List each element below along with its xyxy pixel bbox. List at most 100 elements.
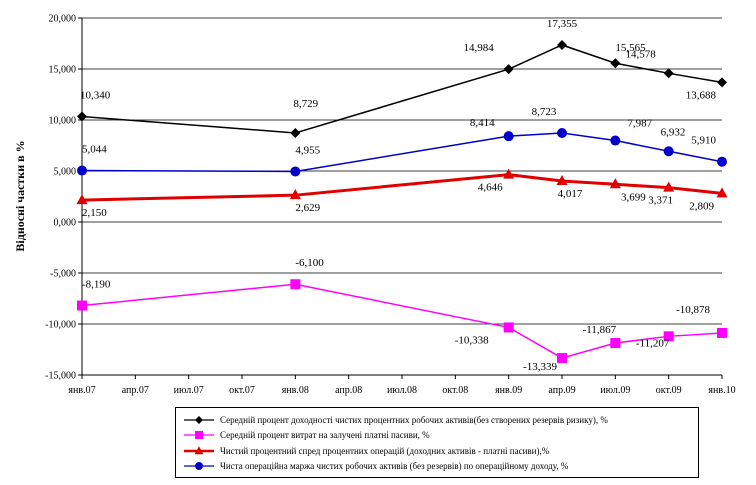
data-label: -13,339 xyxy=(523,361,557,373)
data-label: 6,932 xyxy=(661,126,686,138)
data-point-marker xyxy=(290,279,301,290)
legend-item: Середній процент витрат на залучені плат… xyxy=(184,428,692,444)
y-tick-label: -15,000 xyxy=(45,371,76,382)
data-point-marker xyxy=(557,128,567,139)
legend: Середній процент доходності чистих проце… xyxy=(175,407,699,478)
data-point-marker xyxy=(503,322,514,333)
x-tick-label: окт.09 xyxy=(656,385,682,396)
x-tick-label: янв.10 xyxy=(708,385,735,396)
data-label: 8,723 xyxy=(532,106,557,118)
data-label: 2,809 xyxy=(689,200,714,212)
data-label: 8,729 xyxy=(293,98,318,110)
data-point-marker xyxy=(195,462,203,471)
x-tick-label: июл.09 xyxy=(600,385,630,396)
data-point-marker xyxy=(557,39,567,50)
data-point-marker xyxy=(663,331,674,342)
y-tick-label: -10,000 xyxy=(45,320,76,331)
series-line xyxy=(81,132,723,173)
y-tick-label: 0,000 xyxy=(54,218,77,229)
data-label: 7,987 xyxy=(627,118,652,130)
data-point-marker xyxy=(610,135,621,146)
data-label: -10,338 xyxy=(455,334,489,346)
data-label: 8,414 xyxy=(470,117,495,129)
data-point-marker xyxy=(663,68,674,79)
data-point-marker xyxy=(663,146,674,157)
data-label: 5,044 xyxy=(82,144,107,156)
data-label: 17,355 xyxy=(547,18,578,30)
data-label: 3,371 xyxy=(648,195,673,207)
data-point-marker xyxy=(717,327,727,338)
data-label: 13,688 xyxy=(686,89,717,101)
legend-symbol xyxy=(184,431,214,440)
legend-item: Чиста операційна маржа чистих робочих ак… xyxy=(184,459,692,475)
x-tick-label: окт.07 xyxy=(229,385,255,396)
data-label: 14,578 xyxy=(626,48,657,60)
data-point-marker xyxy=(290,166,301,177)
y-tick-label: 5,000 xyxy=(54,167,77,178)
data-point-marker xyxy=(194,445,204,454)
y-tick-label: 20,000 xyxy=(49,14,77,25)
data-point-marker xyxy=(610,338,621,349)
data-label: -10,878 xyxy=(676,304,710,316)
data-point-marker xyxy=(290,127,301,138)
series-layer xyxy=(76,39,728,364)
data-point-marker xyxy=(503,131,514,142)
legend-symbol xyxy=(184,462,214,471)
data-label: 10,340 xyxy=(80,90,111,102)
y-tick-label: 10,000 xyxy=(49,116,77,127)
data-point-marker xyxy=(716,187,728,198)
data-point-marker xyxy=(663,181,675,192)
data-label: 2,629 xyxy=(295,202,320,214)
legend-symbol xyxy=(184,445,214,454)
y-tick-label: 15,000 xyxy=(49,65,77,76)
y-axis-title: Відносні частки в % xyxy=(13,140,27,251)
legend-item: Чистий процентний спред процентних опера… xyxy=(184,443,692,459)
data-point-marker xyxy=(557,353,567,364)
data-point-marker xyxy=(717,77,727,88)
data-point-marker xyxy=(289,189,301,200)
data-label: -11,207 xyxy=(636,337,670,349)
data-point-marker xyxy=(610,58,621,69)
data-point-marker xyxy=(609,178,621,189)
legend-label: Середній процент доходності чистих проце… xyxy=(220,414,608,425)
data-point-marker xyxy=(77,111,87,122)
x-tick-label: апр.07 xyxy=(122,385,149,396)
legend-label: Середній процент витрат на залучені плат… xyxy=(220,430,430,441)
legend-symbol xyxy=(184,415,214,424)
data-label: 2,150 xyxy=(82,207,107,219)
legend-label: Чиста операційна маржа чистих робочих ак… xyxy=(220,461,569,472)
x-tick-label: янв.09 xyxy=(495,385,522,396)
data-point-marker xyxy=(195,415,203,424)
x-tick-label: июл.07 xyxy=(174,385,204,396)
data-point-marker xyxy=(77,165,87,176)
data-label: 15,565 xyxy=(615,42,646,54)
data-point-marker xyxy=(76,194,88,205)
data-point-marker xyxy=(717,156,727,167)
legend-label: Чистий процентний спред процентних опера… xyxy=(220,445,550,456)
x-tick-label: янв.07 xyxy=(68,385,95,396)
data-point-marker xyxy=(195,431,203,440)
data-label: 5,910 xyxy=(691,135,716,147)
x-tick-label: апр.09 xyxy=(548,385,575,396)
data-point-marker xyxy=(77,300,87,311)
data-label: 3,699 xyxy=(621,191,646,203)
data-label: 4,017 xyxy=(558,188,583,200)
x-tick-label: июл.08 xyxy=(387,385,417,396)
legend-item: Середній процент доходності чистих проце… xyxy=(184,412,692,428)
x-tick-label: янв.08 xyxy=(282,385,309,396)
data-point-marker xyxy=(503,168,515,179)
y-tick-label: -5,000 xyxy=(50,269,76,280)
data-label: -8,190 xyxy=(82,279,111,291)
y-tick-labels: 20,000 15,000 10,000 5,000 0,000 -5,000 -10,00… xyxy=(45,14,76,382)
data-label: 4,955 xyxy=(295,144,320,156)
data-point-marker xyxy=(556,175,568,186)
x-tick-label: окт.08 xyxy=(442,385,468,396)
x-tick-label: апр.08 xyxy=(335,385,362,396)
data-label: -11,867 xyxy=(583,324,617,336)
x-tick-labels: янв.07 апр.07 июл.07 окт.07 янв.08 апр.08 июл.… xyxy=(68,385,735,396)
data-point-marker xyxy=(503,64,514,75)
data-label: -6,100 xyxy=(295,257,324,269)
data-label: 4,646 xyxy=(478,182,503,194)
